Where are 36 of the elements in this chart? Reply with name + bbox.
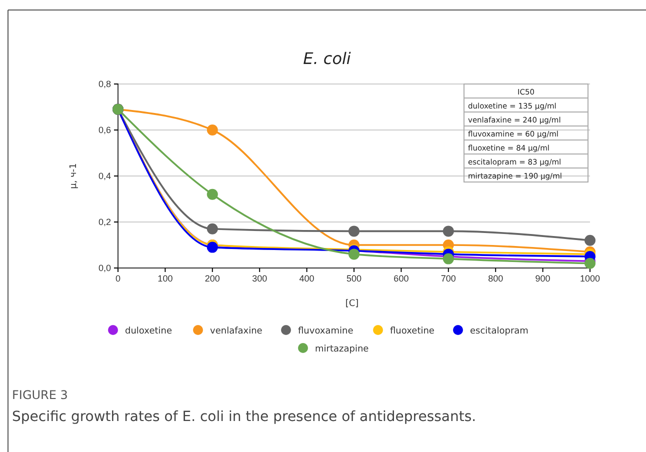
x-tick-label: 900: [535, 273, 550, 284]
legend-label: escitalopram: [470, 326, 528, 336]
legend-label: duloxetine: [125, 326, 172, 336]
x-tick-label: 1000: [580, 273, 600, 284]
legend-label: fluoxetine: [390, 326, 435, 336]
x-tick-label: 100: [158, 273, 173, 284]
x-tick-label: 300: [252, 273, 268, 284]
text: Specific growth rates of E. coli in the presence of antidepressants.: [12, 409, 476, 425]
y-axis-title: µ, ч-1: [69, 163, 79, 189]
point: [206, 124, 218, 136]
point: [348, 248, 360, 260]
y-tick-label: 0,8: [98, 78, 111, 89]
x-tick-label: 0: [115, 273, 121, 284]
x-tick-label: 400: [299, 273, 314, 284]
x-tick-label: 800: [488, 273, 504, 284]
x-tick-label: 600: [394, 273, 409, 284]
caption: FIGURE 3: [12, 388, 68, 402]
x-axis-title: [C]: [345, 299, 359, 309]
point: [348, 226, 360, 237]
point: [206, 188, 218, 200]
point: [442, 226, 454, 237]
legend-label: mirtazapine: [315, 344, 370, 354]
point: [584, 234, 596, 246]
y-tick-label: 0,0: [98, 262, 111, 273]
legend-label: venlafaxine: [210, 326, 263, 336]
y-tick-label: 0,2: [98, 216, 111, 227]
point: [206, 223, 218, 234]
x-tick-label: 200: [204, 273, 220, 284]
legend-label: fluvoxamine: [298, 326, 354, 336]
chart-title: E. coli: [303, 49, 352, 68]
y-tick-label: 0,6: [98, 124, 111, 135]
x-tick-label: 500: [346, 273, 362, 284]
point: [442, 253, 454, 264]
x-tick-label: 700: [440, 273, 456, 284]
point: [206, 242, 218, 253]
y-tick-label: 0,4: [98, 170, 111, 181]
